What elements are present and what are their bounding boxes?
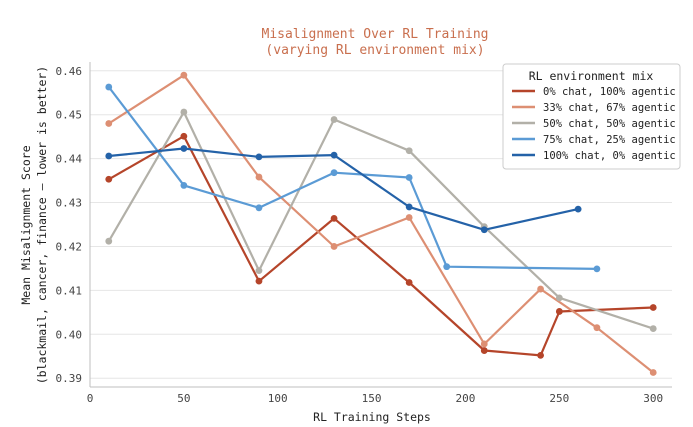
data-point — [180, 108, 188, 116]
legend-item: 33% chat, 67% agentic — [512, 102, 676, 114]
x-tick-label: 150 — [362, 392, 382, 405]
x-tick-label: 50 — [177, 392, 190, 405]
data-point — [255, 173, 263, 181]
data-point — [649, 304, 657, 311]
series-group — [105, 71, 657, 376]
y-tick-label: 0.45 — [56, 109, 83, 122]
x-tick-label: 250 — [549, 392, 569, 405]
x-tick-label: 100 — [268, 392, 288, 405]
data-point — [180, 71, 188, 79]
grid — [90, 70, 672, 379]
x-tick-labels: 0 50 100 150 200 250 300 — [87, 392, 663, 405]
x-tick-label: 300 — [643, 392, 663, 405]
chart-title: Misalignment Over RL Training — [262, 27, 489, 42]
data-point — [649, 325, 657, 332]
data-point — [180, 145, 188, 152]
y-tick-label: 0.41 — [56, 284, 83, 297]
data-point — [330, 243, 338, 250]
y-tick-labels: 0.39 0.40 0.41 0.42 0.43 0.44 0.45 0.46 — [56, 65, 83, 385]
data-point — [180, 132, 188, 140]
data-point — [255, 153, 263, 161]
data-point — [255, 267, 263, 275]
data-point — [105, 152, 113, 160]
y-tick-label: 0.46 — [56, 65, 83, 78]
x-tick-label: 200 — [456, 392, 476, 405]
y-tick-label: 0.40 — [56, 328, 83, 341]
data-point — [537, 351, 544, 359]
legend: RL environment mix 0% chat, 100% agentic… — [502, 63, 681, 170]
axes — [89, 62, 672, 388]
data-point — [443, 263, 451, 271]
data-point — [405, 214, 413, 221]
series-2 — [105, 108, 657, 332]
data-point — [330, 151, 338, 159]
data-point — [593, 324, 601, 332]
series-4 — [105, 145, 582, 234]
legend-label: 50% chat, 50% agentic — [543, 118, 676, 130]
series-line — [107, 110, 655, 330]
chart-subtitle: (varying RL environment mix) — [265, 43, 484, 58]
data-point — [330, 214, 338, 222]
data-point — [405, 203, 413, 211]
data-point — [649, 369, 657, 376]
legend-item: 100% chat, 0% agentic — [512, 150, 676, 162]
data-point — [105, 120, 113, 127]
data-point — [480, 347, 488, 354]
data-point — [405, 147, 413, 155]
legend-title: RL environment mix — [529, 69, 654, 83]
data-point — [480, 226, 488, 234]
y-tick-label: 0.42 — [56, 240, 83, 253]
series-3 — [105, 83, 601, 273]
legend-items: 0% chat, 100% agentic 33% chat, 67% agent… — [512, 86, 676, 162]
y-tick-label: 0.44 — [56, 153, 83, 166]
legend-item: 0% chat, 100% agentic — [512, 86, 676, 98]
data-point — [593, 265, 601, 273]
legend-box — [502, 63, 681, 170]
data-point — [480, 340, 488, 348]
x-axis-label: RL Training Steps — [313, 410, 431, 424]
data-point — [330, 116, 338, 123]
data-point — [405, 279, 413, 286]
data-point — [555, 308, 563, 315]
series-1 — [105, 71, 657, 376]
data-point — [105, 237, 113, 245]
legend-label: 33% chat, 67% agentic — [543, 102, 676, 114]
data-point — [537, 285, 544, 293]
data-point — [555, 294, 563, 302]
y-tick-label: 0.43 — [56, 197, 83, 210]
y-axis-label: Mean Misalignment Score — [19, 145, 33, 304]
data-point — [105, 83, 113, 91]
legend-item: 75% chat, 25% agentic — [512, 134, 676, 146]
data-point — [330, 169, 338, 177]
legend-label: 100% chat, 0% agentic — [543, 150, 676, 162]
y-tick-label: 0.39 — [56, 372, 83, 385]
data-point — [180, 182, 188, 189]
x-tick-label: 0 — [87, 392, 94, 405]
data-point — [574, 205, 582, 213]
y-axis-label-detail: (blackmail, cancer, finance — lower is b… — [35, 66, 49, 385]
legend-item: 50% chat, 50% agentic — [512, 118, 676, 130]
data-point — [105, 175, 113, 183]
data-point — [405, 174, 413, 181]
legend-label: 75% chat, 25% agentic — [543, 134, 676, 146]
data-point — [255, 204, 263, 212]
data-point — [255, 277, 263, 285]
series-0 — [105, 132, 657, 359]
legend-label: 0% chat, 100% agentic — [543, 86, 676, 98]
